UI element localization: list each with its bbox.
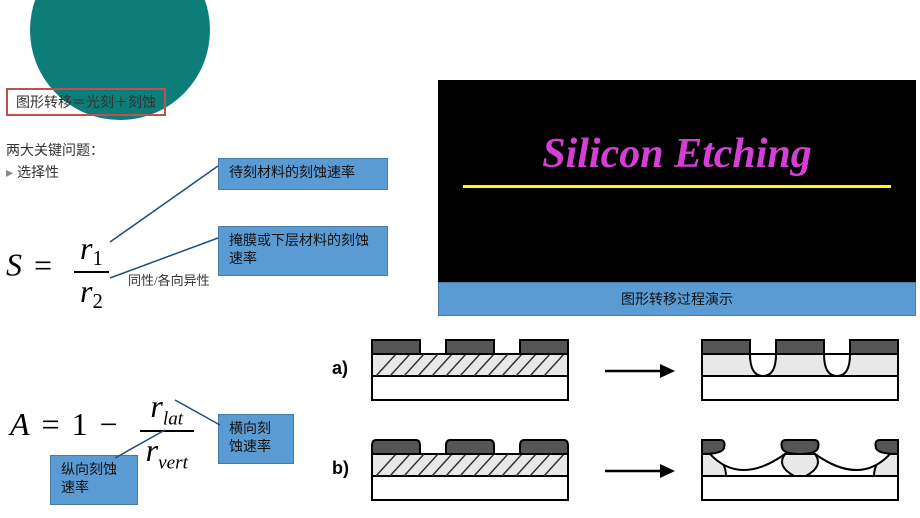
blue4-text: 纵向刻蚀速率	[61, 463, 117, 496]
kq-title: 两大关键问题：	[6, 140, 104, 160]
blue2-text: 掩膜或下层材料的刻蚀速率	[229, 234, 369, 267]
eq2-one: 1	[72, 406, 88, 442]
label-a: a)	[332, 358, 348, 379]
title-text: 图形转移＝光刻＋刻蚀	[16, 96, 156, 111]
eq1-eq: =	[34, 247, 52, 283]
bullet-icon: ▸	[6, 166, 13, 181]
diagram-b-before	[370, 436, 570, 506]
eq1-lhs: S	[6, 247, 22, 283]
arrow-a	[600, 356, 680, 386]
diagram-b-after	[700, 436, 900, 506]
kq-item1-text: 选择性	[17, 166, 59, 181]
blue3-text: 横向刻蚀速率	[229, 422, 271, 455]
kq-item1: ▸ 选择性	[6, 162, 104, 182]
blue-box-mask-rate: 掩膜或下层材料的刻蚀速率	[218, 226, 388, 276]
diagram-a-before	[370, 336, 570, 406]
eq2-eq: =	[42, 406, 60, 442]
yellow-underline	[463, 185, 891, 188]
demo-caption-text: 图形转移过程演示	[621, 293, 733, 308]
arrow-b	[600, 456, 680, 486]
blue1-text: 待刻材料的刻蚀速率	[229, 166, 355, 181]
connector-r2	[100, 230, 220, 290]
diagram-a-after	[700, 336, 900, 406]
title-red-box: 图形转移＝光刻＋刻蚀	[6, 88, 166, 116]
demo-caption: 图形转移过程演示	[438, 282, 916, 316]
label-b: b)	[332, 458, 349, 479]
silicon-etching-panel: Silicon Etching	[438, 80, 916, 282]
silicon-title: Silicon Etching	[463, 130, 891, 178]
connector-rvert	[110, 428, 180, 468]
blue-box-material-rate: 待刻材料的刻蚀速率	[218, 158, 388, 190]
equation-selectivity: S = r1 r2	[6, 230, 109, 314]
key-questions: 两大关键问题： ▸ 选择性	[6, 140, 104, 184]
eq2-lhs: A	[10, 406, 30, 442]
